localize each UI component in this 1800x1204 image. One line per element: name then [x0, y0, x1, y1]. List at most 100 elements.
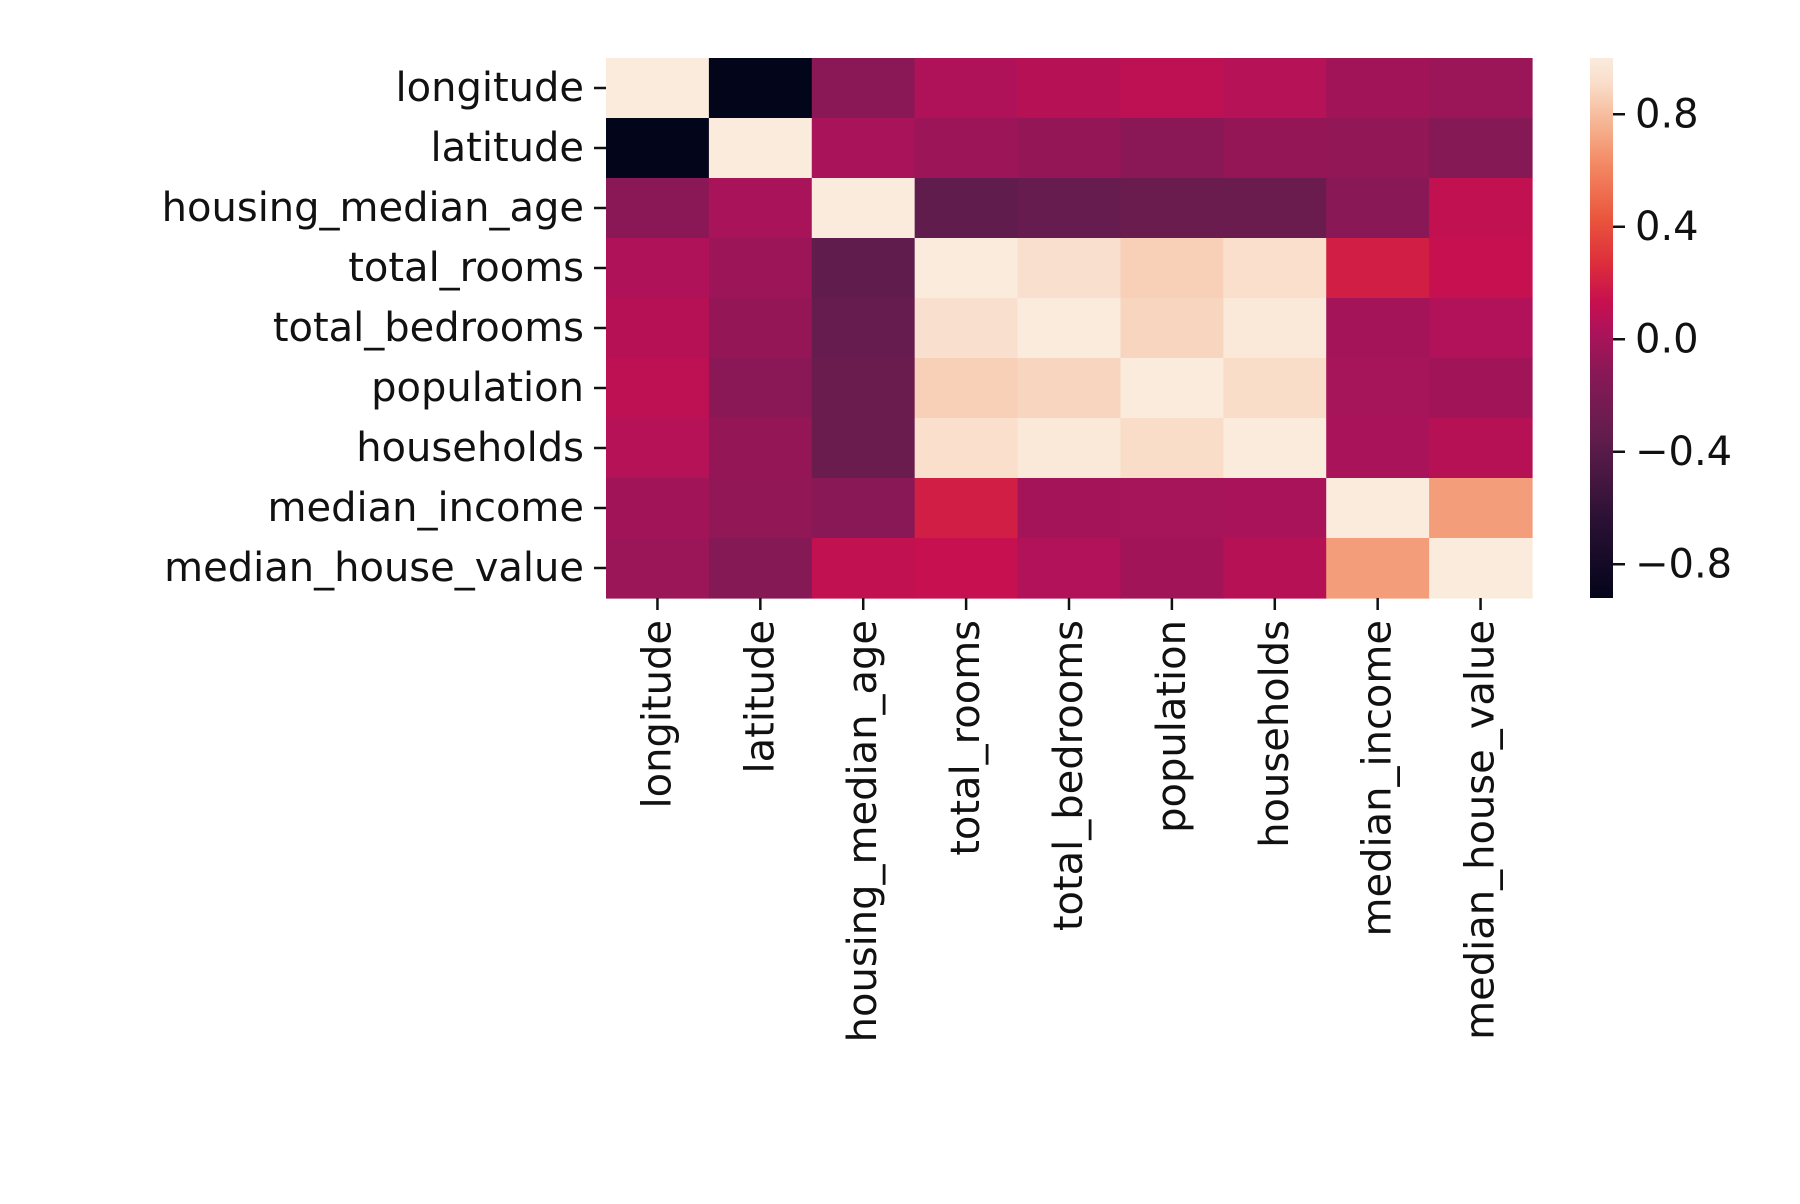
column-label: median_house_value [1458, 620, 1504, 1040]
heatmap-cell [1120, 118, 1224, 179]
heatmap-cell [1120, 178, 1224, 239]
heatmap-cell [1429, 358, 1533, 419]
heatmap-cell [708, 178, 813, 239]
row-label: housing_median_age [162, 185, 584, 231]
heatmap-cell [606, 418, 710, 479]
heatmap-cell [606, 298, 710, 359]
column-label: median_income [1355, 620, 1401, 936]
heatmap-cell [811, 538, 916, 599]
heatmap-cell [1017, 418, 1122, 479]
heatmap-cell [1017, 58, 1122, 119]
column-label: total_rooms [943, 620, 989, 856]
heatmap-cell [914, 538, 1019, 599]
heatmap-cell [1120, 238, 1224, 299]
heatmap-cell [1017, 238, 1122, 299]
heatmap-cell [606, 178, 710, 239]
row-label: longitude [396, 65, 584, 111]
heatmap-cell [1326, 58, 1430, 119]
row-label: latitude [431, 125, 584, 171]
heatmap-cell [1429, 238, 1533, 299]
heatmap-cell [1223, 118, 1327, 179]
column-label: latitude [737, 620, 783, 773]
column-label: total_bedrooms [1046, 620, 1092, 931]
colorbar-tick-label: −0.4 [1635, 429, 1732, 475]
heatmap-cell [914, 418, 1019, 479]
heatmap-cell [606, 58, 710, 119]
row-label: median_house_value [164, 545, 584, 591]
colorbar-tick-label: 0.0 [1635, 316, 1699, 362]
heatmap-cell [1326, 358, 1430, 419]
heatmap-cell [606, 358, 710, 419]
heatmap-cell [1429, 178, 1533, 239]
heatmap-cell [708, 358, 813, 419]
heatmap-cell [708, 538, 813, 599]
heatmap-cell [1223, 178, 1327, 239]
heatmap-cell [1223, 538, 1327, 599]
column-label: housing_median_age [840, 620, 886, 1042]
heatmap-cell [606, 238, 710, 299]
colorbar-tick-label: 0.4 [1635, 204, 1699, 250]
heatmap-cell [1017, 118, 1122, 179]
heatmap-cell [1223, 358, 1327, 419]
heatmap-cell [811, 478, 916, 539]
heatmap-cell [1326, 418, 1430, 479]
heatmap-cell [811, 58, 916, 119]
heatmap-cell [1017, 358, 1122, 419]
heatmap-cell [606, 118, 710, 179]
heatmap-cell [1120, 538, 1224, 599]
heatmap-cell [708, 58, 813, 119]
row-labels: longitude latitude housing_median_agetotal… [162, 65, 606, 591]
heatmap-cell [708, 478, 813, 539]
heatmap-cell [914, 58, 1019, 119]
heatmap-cell [708, 118, 813, 179]
heatmap-cell [606, 478, 710, 539]
row-label: total_bedrooms [273, 305, 584, 351]
heatmap-cell [1017, 478, 1122, 539]
heatmap-cell [914, 178, 1019, 239]
heatmap-cell [1017, 298, 1122, 359]
colorbar: 0.8 0.4 0.0 −0.4 −0.8 [1590, 58, 1732, 598]
heatmap-cell [1429, 58, 1533, 119]
heatmap-cell [1429, 478, 1533, 539]
heatmap-cell [1326, 238, 1430, 299]
heatmap-cell [811, 418, 916, 479]
heatmap-cell [708, 418, 813, 479]
heatmap-cell [1120, 418, 1224, 479]
heatmap-cell [1326, 178, 1430, 239]
heatmap-cell [811, 358, 916, 419]
colorbar-tick-label: −0.8 [1635, 541, 1732, 587]
column-label: longitude [634, 620, 680, 808]
heatmap-cell [1326, 298, 1430, 359]
heatmap-cell [1120, 358, 1224, 419]
heatmap-cell [1120, 478, 1224, 539]
heatmap-cell [1429, 298, 1533, 359]
row-label: households [356, 425, 584, 471]
heatmap-cell [708, 298, 813, 359]
heatmap-cell [1223, 58, 1327, 119]
column-label: households [1252, 620, 1298, 848]
heatmap-cell [914, 298, 1019, 359]
heatmap-cell [1326, 538, 1430, 599]
heatmap-cell [1120, 298, 1224, 359]
heatmap-cell [1017, 538, 1122, 599]
heatmap-cell [1223, 238, 1327, 299]
row-label: median_income [268, 485, 584, 531]
row-label: total_rooms [348, 245, 584, 291]
heatmap-cell [914, 238, 1019, 299]
heatmap-cell [914, 358, 1019, 419]
heatmap-cell [1429, 418, 1533, 479]
heatmap-cell [811, 118, 916, 179]
heatmap-cell [811, 178, 916, 239]
heatmap-cells [606, 58, 1533, 599]
heatmap-cell [1017, 178, 1122, 239]
heatmap-cell [1326, 478, 1430, 539]
heatmap-cell [1429, 118, 1533, 179]
heatmap-cell [811, 238, 916, 299]
heatmap-cell [1326, 118, 1430, 179]
heatmap-cell [708, 238, 813, 299]
heatmap-cell [1223, 298, 1327, 359]
colorbar-gradient [1590, 58, 1613, 598]
heatmap-cell [811, 298, 916, 359]
